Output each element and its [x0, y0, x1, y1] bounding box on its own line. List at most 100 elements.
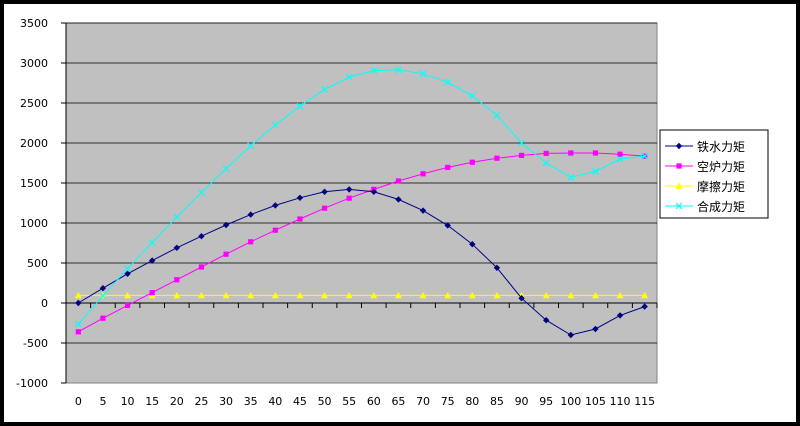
data-point	[591, 291, 599, 299]
x-tick-label: 50	[318, 395, 332, 408]
data-point	[321, 291, 329, 299]
data-point	[493, 291, 501, 299]
data-point	[543, 150, 549, 156]
data-point	[676, 163, 682, 169]
data-point	[616, 312, 624, 319]
data-point	[675, 202, 683, 210]
data-point	[149, 290, 155, 296]
data-point	[271, 121, 279, 129]
y-tick-label: -500	[23, 337, 48, 350]
data-point	[420, 171, 426, 177]
data-point	[297, 216, 303, 222]
legend-entry: 铁水力矩	[665, 140, 745, 154]
data-point	[272, 227, 278, 233]
data-point	[296, 102, 304, 110]
x-axis-tick-labels: 0 5 10 15 20 25 30 35 40 45 50 55 60 65 70 75 80 85 90 95 10…	[75, 395, 655, 408]
x-tick-label: 25	[194, 395, 208, 408]
x-tick-label: 5	[99, 395, 106, 408]
x-tick-label: 85	[490, 395, 504, 408]
series-line	[77, 69, 645, 325]
data-point	[370, 67, 378, 75]
data-point	[321, 188, 328, 195]
data-point	[74, 291, 82, 299]
legend-label: 摩擦力矩	[697, 179, 745, 194]
data-point	[75, 329, 81, 335]
data-point	[247, 211, 254, 218]
data-point	[567, 331, 575, 339]
data-point	[124, 302, 131, 308]
data-point	[75, 299, 82, 307]
data-point	[395, 66, 402, 74]
x-tick-label: 15	[145, 395, 159, 408]
data-point	[641, 152, 649, 160]
y-tick-label: 0	[41, 297, 48, 310]
data-point	[468, 92, 476, 100]
x-tick-label: 75	[441, 395, 455, 408]
data-point	[321, 85, 328, 93]
data-point	[197, 291, 205, 299]
data-point	[493, 111, 501, 119]
data-point	[74, 320, 82, 328]
data-point	[173, 244, 181, 251]
y-tick-label: -1000	[16, 377, 48, 390]
data-point	[617, 151, 623, 157]
x-tick-label: 65	[391, 395, 405, 408]
data-point	[444, 222, 451, 229]
data-point	[567, 291, 575, 299]
y-tick-label: 2000	[20, 137, 48, 150]
data-point	[419, 291, 427, 299]
data-point	[272, 202, 279, 209]
x-tick-label: 40	[268, 395, 282, 408]
x-tick-label: 115	[634, 395, 655, 408]
data-point	[148, 239, 156, 247]
data-point	[542, 159, 550, 167]
data-point	[345, 291, 353, 299]
data-point	[247, 142, 255, 150]
data-point	[641, 303, 648, 310]
data-point	[469, 241, 476, 248]
series-1	[75, 186, 648, 339]
data-point	[444, 78, 452, 86]
x-tick-label: 45	[293, 395, 307, 408]
series-layer	[74, 66, 649, 339]
series-2	[75, 150, 648, 335]
legend-label: 合成力矩	[697, 199, 745, 214]
data-point	[468, 291, 476, 299]
legend-entry: 空炉力矩	[665, 160, 745, 174]
data-point	[173, 213, 181, 221]
data-point	[223, 251, 229, 257]
legend-entry: 摩擦力矩	[665, 179, 745, 194]
data-point	[444, 291, 452, 299]
y-tick-label: 1000	[20, 217, 48, 230]
plot-area	[65, 22, 658, 384]
series-line	[78, 188, 645, 336]
data-point	[370, 291, 378, 299]
data-point	[124, 270, 131, 277]
data-point	[419, 70, 427, 78]
data-point	[248, 239, 254, 245]
data-point	[641, 291, 649, 299]
data-point	[124, 291, 132, 299]
x-tick-label: 100	[560, 395, 581, 408]
legend-entry: 合成力矩	[665, 199, 745, 214]
y-axis-tick-labels: -1000 -500 0 500 1000 1500 2000 2500 3000 3500	[16, 17, 48, 390]
y-tick-label: 3000	[20, 57, 48, 70]
data-point	[493, 264, 501, 271]
x-tick-label: 60	[367, 395, 381, 408]
data-point	[198, 189, 205, 197]
x-tick-label: 55	[342, 395, 356, 408]
y-tick-label: 3500	[20, 17, 48, 30]
y-tick-label: 1500	[20, 177, 48, 190]
x-tick-label: 105	[585, 395, 606, 408]
x-tick-label: 10	[121, 395, 135, 408]
data-point	[100, 315, 106, 321]
y-tick-label: 500	[27, 257, 48, 270]
x-tick-label: 110	[610, 395, 631, 408]
data-point	[592, 325, 599, 333]
data-point	[124, 265, 131, 273]
data-point	[296, 194, 304, 201]
data-point	[99, 285, 107, 292]
data-point	[222, 221, 230, 229]
series-4	[74, 66, 649, 328]
